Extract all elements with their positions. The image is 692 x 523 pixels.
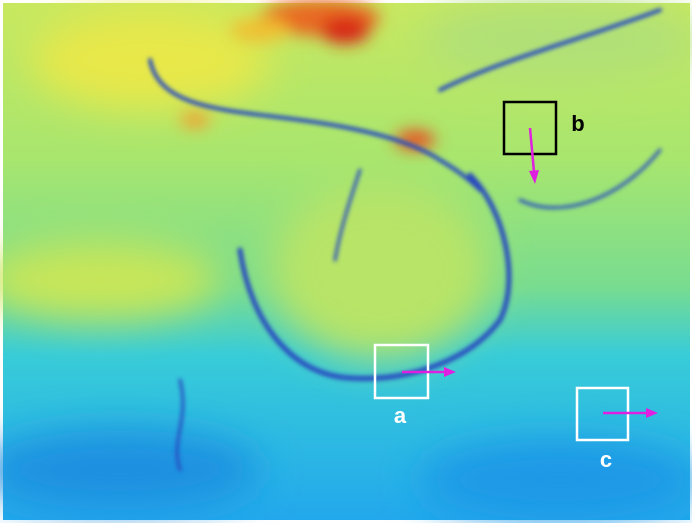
hot-spot: [230, 18, 290, 42]
hot-spot: [320, 16, 370, 44]
patch: [270, 180, 490, 360]
label: a: [394, 403, 407, 428]
label: c: [600, 447, 612, 472]
hot-spot: [180, 112, 210, 128]
patch: [420, 440, 692, 520]
label: b: [571, 111, 584, 136]
figure: a b c: [0, 0, 692, 523]
false-color-image: [0, 0, 692, 520]
